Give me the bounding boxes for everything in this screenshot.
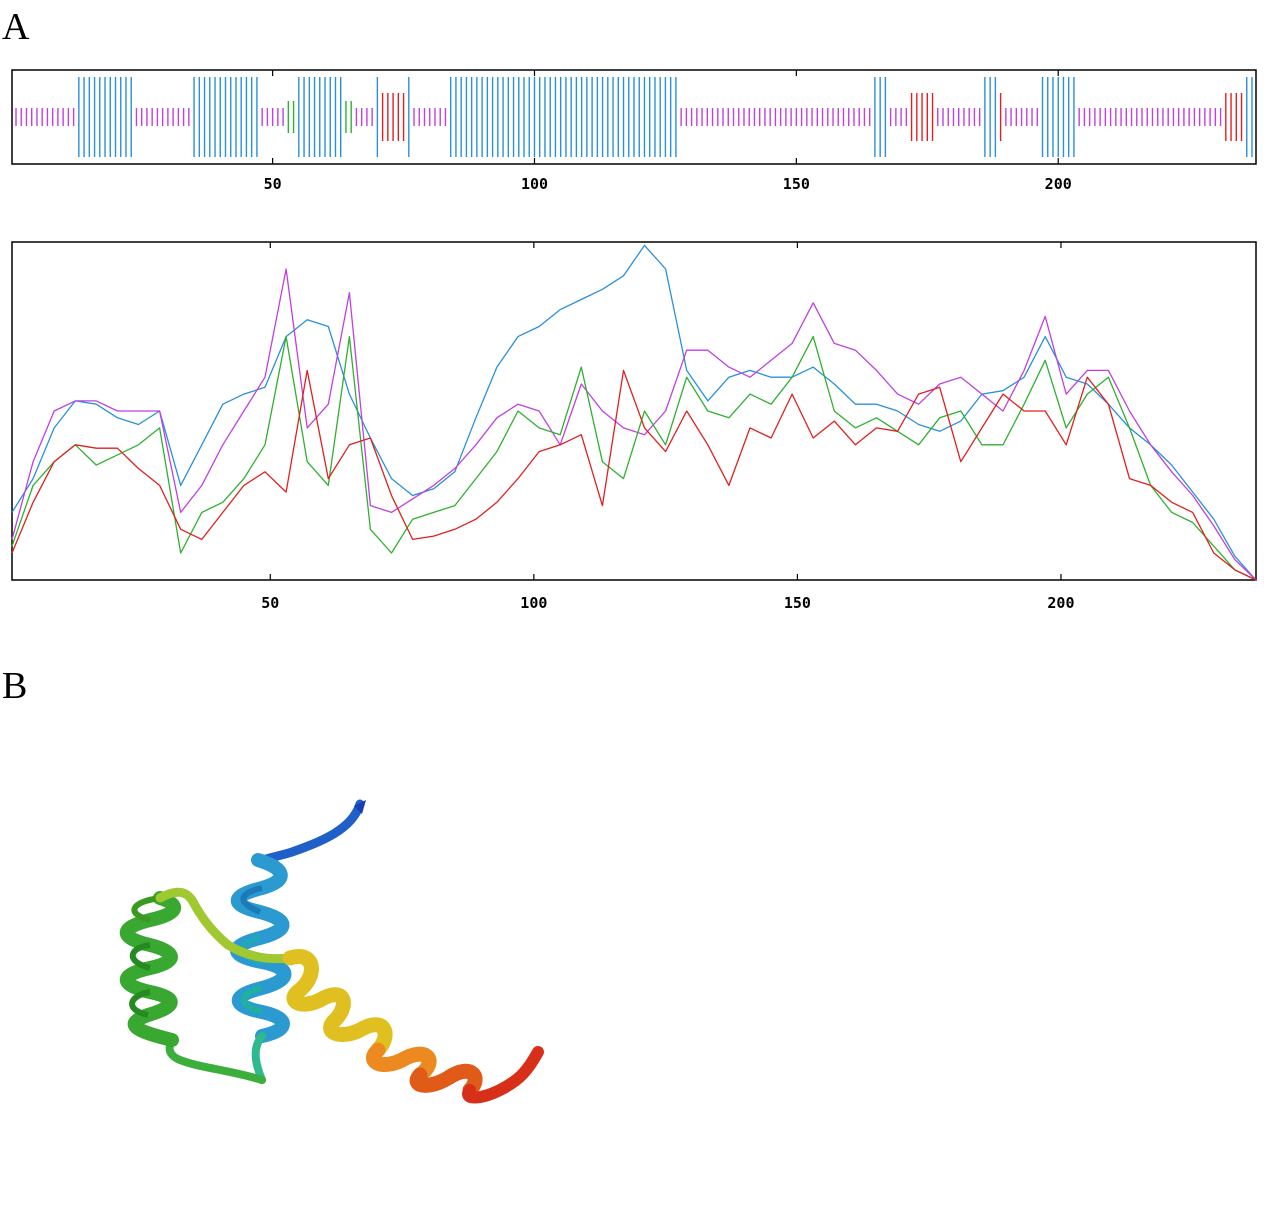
line-x-tick-label: 50 [261, 594, 279, 612]
helix-1 [230, 853, 292, 1084]
series-line-1 [11, 268, 1257, 581]
track-x-tick-label: 200 [1045, 175, 1072, 193]
chart-frame [11, 241, 1257, 581]
series-line-3 [11, 369, 1257, 581]
track-x-tick-label: 100 [521, 175, 548, 193]
helix-3 [282, 949, 544, 1104]
line-x-tick-label: 150 [784, 594, 811, 612]
series-line-2 [11, 335, 1257, 581]
track-frame [11, 69, 1257, 165]
panel-a-label: A [2, 6, 30, 48]
n-terminal-loop [253, 799, 366, 867]
track-x-tick-label: 150 [783, 175, 810, 193]
helix-2 [119, 891, 181, 1047]
line-x-tick-label: 200 [1047, 594, 1074, 612]
track-x-tick-label: 50 [264, 175, 282, 193]
loop-2 [165, 1036, 266, 1084]
prediction-line-chart: 50 100 150 200 [11, 241, 1257, 612]
panel-b-label: B [2, 665, 28, 707]
loop-3 [155, 887, 295, 964]
line-x-tick-label: 100 [520, 594, 547, 612]
series-line-0 [11, 244, 1257, 581]
protein-ribbon-structure [119, 799, 544, 1104]
secondary-structure-track: 50 100 150 200 [11, 69, 1257, 193]
